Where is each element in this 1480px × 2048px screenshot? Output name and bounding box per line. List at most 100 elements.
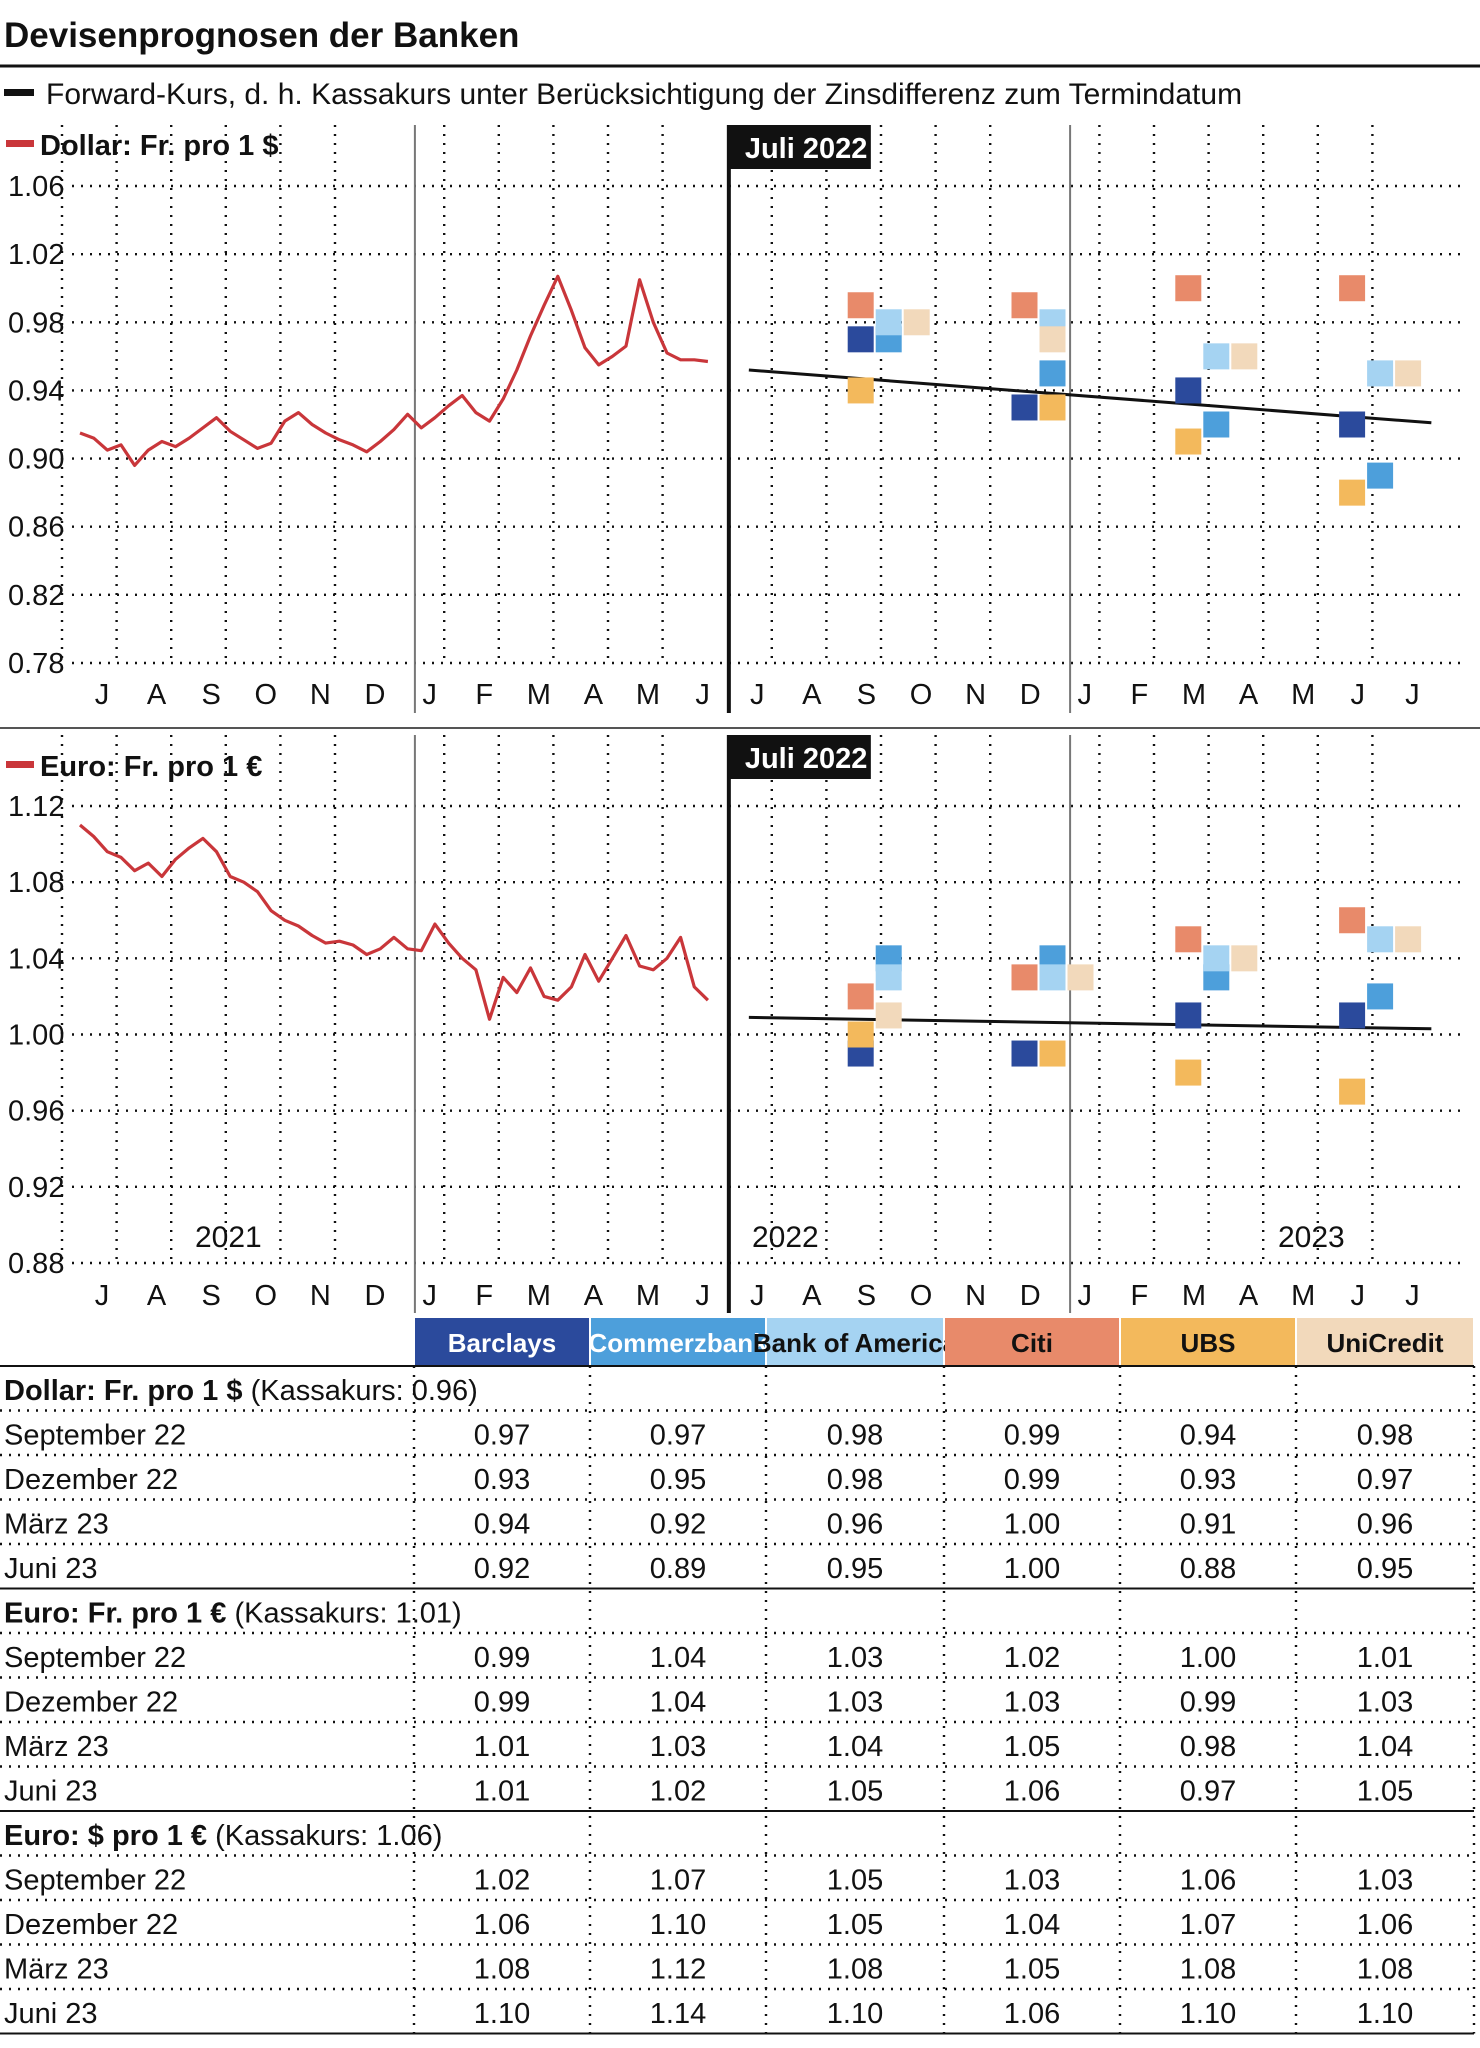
x-tick-label: F [1131, 679, 1149, 711]
x-tick-label: F [475, 679, 493, 711]
x-tick-label: O [255, 679, 278, 711]
bank-header-label: Barclays [448, 1328, 556, 1358]
forecast-marker-bank-of-america [875, 309, 902, 336]
forecast-marker-bank-of-america [1367, 360, 1394, 387]
x-tick-label: N [310, 679, 331, 711]
y-tick-label: 1.06 [8, 171, 64, 203]
table-cell-value: 0.97 [650, 1420, 706, 1452]
table-cell-value: 1.05 [1357, 1776, 1413, 1808]
table-cell-value: 1.14 [650, 1998, 706, 2030]
table-cell-value: 1.04 [827, 1731, 883, 1763]
y-tick-label: 0.98 [8, 307, 64, 339]
section-spot-rate: (Kassakurs: 1.06) [215, 1820, 442, 1852]
forecast-marker-unicredit [903, 309, 930, 336]
forecast-marker-citi [1175, 926, 1202, 953]
bank-header-swatch [415, 1318, 589, 1366]
x-tick-label: A [802, 1280, 822, 1312]
table-cell-value: 1.06 [1357, 1909, 1413, 1941]
table-cell-value: 0.94 [1180, 1420, 1236, 1452]
y-tick-label: 0.86 [8, 512, 64, 544]
row-label: Juni 23 [4, 1776, 98, 1808]
table-cell-value: 1.02 [474, 1865, 530, 1897]
x-tick-label: S [857, 1280, 876, 1312]
x-tick-label: J [695, 1280, 710, 1312]
y-tick-label: 1.04 [8, 943, 64, 975]
forecast-marker-barclays [1011, 1040, 1038, 1067]
bank-header-swatch [1121, 1318, 1295, 1366]
forecast-marker-barclays [1339, 411, 1366, 438]
table-cell-value: 0.98 [827, 1420, 883, 1452]
forecast-marker-citi [847, 292, 874, 319]
x-tick-label: A [584, 1280, 604, 1312]
table-cell-value: 1.03 [1004, 1687, 1060, 1719]
charts-layer: 1.06 1.02 0.98 0.94 0.90 0.86 0.82 0.78 Juli 202… [0, 125, 1480, 1313]
table-cell-value: 1.05 [827, 1865, 883, 1897]
forward-legend-label: Forward-Kurs, d. h. Kassakurs unter Berü… [46, 78, 1242, 111]
section-spot-rate: (Kassakurs: 1.01) [234, 1598, 461, 1630]
x-tick-label: J [1405, 679, 1420, 711]
forecast-marker-unicredit [1231, 343, 1258, 370]
forecast-marker-barclays [1175, 1002, 1202, 1029]
forecast-marker-citi [847, 983, 874, 1010]
bank-header-swatch [767, 1318, 943, 1366]
row-label: Juni 23 [4, 1998, 98, 2030]
x-tick-label: A [1239, 1280, 1259, 1312]
section-title-name: Dollar: Fr. pro 1 $ [4, 1375, 251, 1407]
forecast-marker-citi [1175, 275, 1202, 302]
section-title: Dollar: Fr. pro 1 $ (Kassakurs: 0.96) [4, 1375, 478, 1407]
x-tick-label: D [1020, 1280, 1041, 1312]
year-label: 2022 [752, 1221, 819, 1254]
table-cell-value: 0.99 [1004, 1464, 1060, 1496]
forecast-marker-bank-of-america [1367, 926, 1394, 953]
x-tick-label: S [202, 1280, 221, 1312]
forecast-marker-unicredit [875, 1002, 902, 1029]
table-cell-value: 1.12 [650, 1954, 706, 1986]
forecast-marker-bank-of-america [1203, 945, 1230, 972]
row-label: März 23 [4, 1954, 109, 1986]
y-tick-label: 0.88 [8, 1248, 64, 1280]
bank-header-swatch [591, 1318, 765, 1366]
present-marker-label: Juli 2022 [745, 133, 868, 165]
table-cell-value: 1.06 [1004, 1776, 1060, 1808]
section-spot-rate: (Kassakurs: 0.96) [251, 1375, 478, 1407]
table-cell-value: 1.10 [827, 1998, 883, 2030]
x-tick-label: M [527, 679, 551, 711]
section-title: Euro: $ pro 1 € (Kassakurs: 1.06) [4, 1820, 442, 1852]
table-cell-value: 0.89 [650, 1553, 706, 1585]
x-tick-label: J [750, 679, 765, 711]
x-tick-label: M [1182, 1280, 1206, 1312]
history-series-line [78, 823, 710, 1021]
bank-header-label: UniCredit [1327, 1328, 1444, 1358]
present-marker-label: Juli 2022 [745, 743, 868, 775]
table-cell-value: 0.95 [650, 1464, 706, 1496]
section-title-name: Euro: $ pro 1 € [4, 1820, 215, 1852]
bank-header-swatch [945, 1318, 1119, 1366]
history-legend-swatch [6, 140, 34, 147]
table-cell-value: 1.05 [827, 1909, 883, 1941]
x-tick-label: J [1405, 1280, 1420, 1312]
x-tick-label: J [1078, 1280, 1093, 1312]
x-tick-label: O [910, 1280, 933, 1312]
table-cell-value: 0.93 [1180, 1464, 1236, 1496]
forecast-marker-citi [1339, 907, 1366, 934]
row-label: September 22 [4, 1865, 186, 1897]
table-cell-value: 1.06 [1004, 1998, 1060, 2030]
y-tick-label: 0.90 [8, 444, 64, 476]
x-tick-label: J [1078, 679, 1093, 711]
forecast-marker-barclays [1339, 1002, 1366, 1029]
table-cell-value: 0.92 [650, 1509, 706, 1541]
table-cell-value: 1.03 [650, 1731, 706, 1763]
table-cell-value: 1.08 [474, 1954, 530, 1986]
forecast-marker-unicredit [1395, 360, 1422, 387]
x-tick-label: A [1239, 679, 1259, 711]
table-cell-value: 1.10 [1357, 1998, 1413, 2030]
present-marker-box [728, 735, 871, 779]
table-cell-value: 0.92 [474, 1553, 530, 1585]
row-label: September 22 [4, 1642, 186, 1674]
table-cell-value: 1.06 [474, 1909, 530, 1941]
row-label: Dezember 22 [4, 1687, 178, 1719]
x-tick-label: F [1131, 1280, 1149, 1312]
table-cell-value: 0.94 [474, 1509, 530, 1541]
